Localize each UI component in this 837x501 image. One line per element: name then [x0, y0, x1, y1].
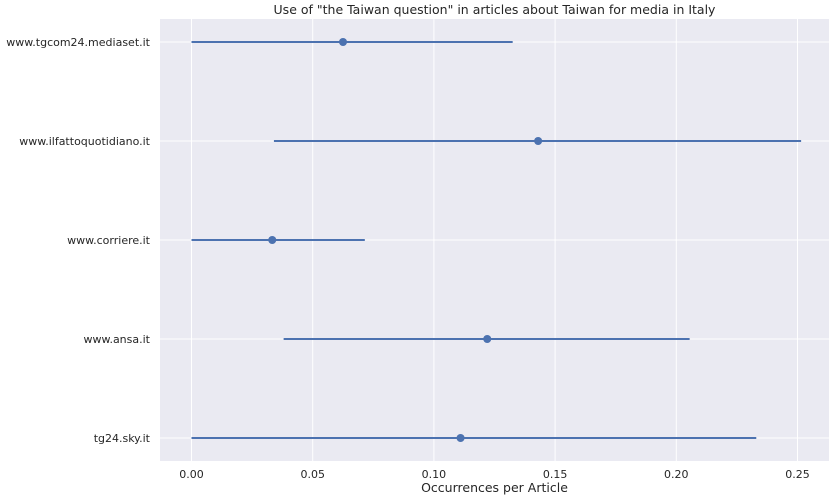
- x-tick-label: 0.15: [543, 468, 568, 481]
- y-tick-label: www.tgcom24.mediaset.it: [6, 36, 150, 49]
- y-tick-label: www.corriere.it: [67, 234, 151, 247]
- x-tick-label: 0.20: [664, 468, 689, 481]
- x-tick-label: 0.25: [785, 468, 810, 481]
- marks: [191, 38, 802, 442]
- y-tick-label: www.ilfattoquotidiano.it: [19, 135, 150, 148]
- data-point: [483, 335, 492, 343]
- x-tick-label: 0.00: [179, 468, 204, 481]
- chart-title: Use of "the Taiwan question" in articles…: [274, 2, 717, 17]
- data-point: [268, 236, 277, 244]
- y-tick-label: www.ansa.it: [83, 333, 150, 346]
- data-point: [339, 38, 348, 46]
- y-tick-labels: www.tgcom24.mediaset.it www.ilfattoquotid…: [6, 36, 150, 445]
- x-tick-label: 0.10: [422, 468, 447, 481]
- x-tick-labels: 0.00 0.05 0.10 0.15 0.20 0.25: [179, 468, 809, 481]
- y-tick-label: tg24.sky.it: [94, 432, 151, 445]
- x-tick-label: 0.05: [300, 468, 325, 481]
- x-axis-label: Occurrences per Article: [421, 480, 568, 495]
- data-point: [456, 434, 465, 442]
- data-point: [534, 137, 543, 145]
